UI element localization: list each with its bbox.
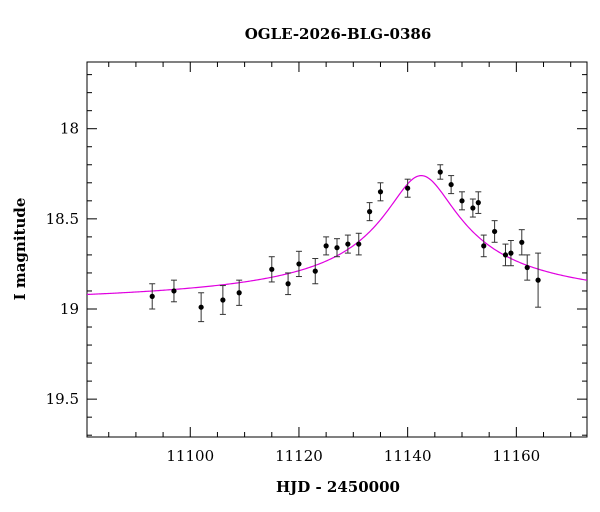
data-point xyxy=(448,175,455,195)
x-axis-label: HJD - 2450000 xyxy=(276,478,400,496)
data-point xyxy=(312,258,319,285)
data-marker xyxy=(405,185,411,191)
data-point xyxy=(323,236,330,256)
data-point xyxy=(236,279,243,306)
data-point xyxy=(198,292,205,323)
y-axis-label: I magnitude xyxy=(11,198,29,301)
data-points-layer xyxy=(149,164,542,323)
y-tick-label: 19 xyxy=(60,300,79,318)
data-point xyxy=(377,182,384,202)
data-marker xyxy=(470,205,476,211)
data-point xyxy=(404,178,411,198)
data-point xyxy=(518,229,525,256)
data-marker xyxy=(236,290,242,296)
chart-title: OGLE-2026-BLG-0386 xyxy=(245,25,432,43)
data-marker xyxy=(171,288,177,294)
data-point xyxy=(344,234,351,254)
x-tick-label: 11100 xyxy=(166,447,214,465)
data-point xyxy=(507,239,514,267)
data-marker xyxy=(356,241,362,247)
data-marker xyxy=(502,252,509,258)
data-point xyxy=(334,238,340,258)
data-point xyxy=(149,283,156,310)
data-point xyxy=(459,191,465,211)
data-marker xyxy=(269,266,275,272)
data-marker xyxy=(475,200,481,206)
data-marker xyxy=(459,198,465,204)
data-marker xyxy=(334,245,340,251)
data-marker xyxy=(312,268,318,274)
plot-frame xyxy=(86,61,588,438)
data-point xyxy=(469,198,476,218)
data-marker xyxy=(448,181,454,188)
y-tick-label: 18 xyxy=(60,120,79,138)
data-point xyxy=(524,254,531,281)
y-tick-label: 19.5 xyxy=(46,390,79,408)
data-marker xyxy=(481,243,487,249)
data-marker xyxy=(296,261,302,267)
x-tick-label: 11160 xyxy=(492,447,540,465)
data-point xyxy=(502,243,509,267)
y-tick-label: 18.5 xyxy=(46,210,79,228)
model-curve xyxy=(86,174,588,296)
data-marker xyxy=(377,189,384,195)
data-marker xyxy=(220,297,226,303)
data-point xyxy=(535,252,542,308)
data-marker xyxy=(524,264,530,271)
data-marker xyxy=(345,241,351,247)
data-point xyxy=(285,272,292,296)
data-point xyxy=(170,279,177,303)
data-marker xyxy=(535,277,541,283)
x-tick-label: 11140 xyxy=(384,447,432,465)
data-point xyxy=(219,285,226,315)
model-curve-layer xyxy=(86,174,588,296)
data-point xyxy=(491,220,498,243)
data-marker xyxy=(437,169,443,175)
data-marker xyxy=(492,228,498,235)
data-marker xyxy=(519,239,525,245)
data-point xyxy=(437,164,444,180)
data-point xyxy=(366,202,373,222)
plot-area: 11100 11120 11140 11160 18 18.5 19 19.5 xyxy=(46,61,588,465)
data-marker xyxy=(149,293,155,299)
data-point xyxy=(480,234,487,258)
data-marker xyxy=(198,304,204,310)
x-axis-ticks: 11100 11120 11140 11160 xyxy=(108,62,572,465)
data-marker xyxy=(323,243,329,249)
data-marker xyxy=(508,250,514,256)
y-axis-ticks: 18 18.5 19 19.5 xyxy=(46,74,587,436)
data-point xyxy=(295,250,302,278)
data-marker xyxy=(285,281,291,287)
data-point xyxy=(475,191,482,214)
data-point xyxy=(355,232,362,256)
x-tick-label: 11120 xyxy=(275,447,323,465)
data-marker xyxy=(367,209,373,215)
data-point xyxy=(268,256,275,283)
